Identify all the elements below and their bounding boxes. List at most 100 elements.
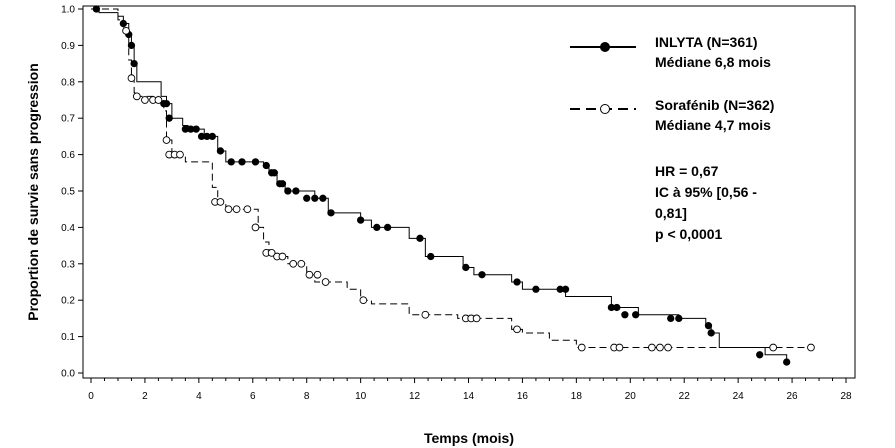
censor-marker — [216, 198, 225, 206]
censor-marker — [278, 180, 287, 188]
legend: INLYTA (N=361) Médiane 6,8 mois Soraféni… — [570, 34, 774, 242]
censor-marker — [704, 322, 713, 330]
censor-marker — [769, 343, 778, 352]
legend-label-sorafenib: Sorafénib (N=362) — [655, 97, 774, 113]
censor-marker — [577, 343, 586, 352]
censor-marker — [232, 205, 241, 214]
censor-marker — [427, 252, 435, 261]
legend-marker-inlyta — [600, 42, 610, 52]
censor-marker — [127, 74, 136, 83]
x-tick-label: 14 — [463, 391, 475, 402]
censor-marker — [667, 314, 675, 323]
censor-marker — [319, 194, 327, 202]
x-tick-label: 16 — [517, 391, 529, 402]
x-tick-label: 2 — [142, 391, 148, 402]
x-tick-label: 26 — [787, 391, 799, 402]
censor-marker — [267, 249, 276, 257]
censor-marker — [162, 99, 171, 108]
censor-marker — [284, 187, 292, 195]
x-tick-label: 4 — [196, 391, 202, 402]
censor-marker — [632, 311, 640, 319]
x-tick-label: 20 — [625, 391, 637, 402]
censor-marker — [238, 158, 246, 166]
censor-marker — [224, 205, 233, 214]
x-axis-title: Temps (mois) — [424, 430, 514, 446]
censor-marker — [783, 358, 791, 366]
legend-sublabel-inlyta: Médiane 6,8 mois — [655, 54, 771, 70]
censor-marker — [192, 125, 200, 133]
y-axis-title: Proportion de survie sans progression — [25, 63, 41, 321]
legend-sublabel-sorafenib: Médiane 4,7 mois — [655, 117, 771, 133]
y-tick-label: 0.2 — [61, 296, 75, 307]
censor-marker — [162, 136, 171, 144]
censor-marker — [208, 132, 216, 141]
series-line-sorafenib — [91, 8, 811, 349]
censor-marker — [130, 59, 138, 68]
censor-marker — [305, 270, 314, 279]
censor-marker — [303, 194, 311, 202]
censor-marker — [122, 26, 130, 35]
censor-marker — [756, 351, 764, 359]
x-tick-label: 12 — [409, 391, 421, 402]
censor-marker — [707, 329, 715, 337]
censor-marker — [154, 96, 163, 104]
x-tick-label: 8 — [304, 391, 310, 402]
censor-marker — [478, 271, 486, 279]
legend-marker-sorafenib — [600, 104, 610, 114]
y-tick-label: 0.5 — [61, 187, 75, 198]
censor-marker — [416, 234, 424, 242]
censor-marker — [251, 223, 260, 232]
censor-marker — [311, 194, 319, 202]
censor-marker — [127, 41, 136, 50]
censor-marker — [656, 343, 664, 352]
x-tick-label: 6 — [250, 391, 256, 402]
confidence-interval-text: IC à 95% [0,56 - — [655, 184, 757, 200]
censor-marker — [243, 205, 252, 214]
censor-marker — [615, 343, 624, 352]
y-tick-label: 0.4 — [61, 223, 75, 234]
censor-marker — [270, 169, 279, 177]
censor-marker — [141, 96, 149, 104]
y-tick-label: 0.8 — [61, 77, 75, 88]
censor-marker — [462, 263, 470, 272]
x-tick-label: 28 — [840, 391, 852, 402]
x-axis-ticks: 0 2 4 6 8 10 12 14 16 18 20 22 24 26 28 — [88, 378, 852, 402]
x-tick-label: 18 — [571, 391, 583, 402]
censor-marker — [321, 278, 330, 286]
censor-marker — [675, 314, 683, 323]
censor-marker — [421, 310, 430, 319]
censor-marker — [278, 252, 287, 261]
censor-marker — [472, 314, 481, 323]
hazard-ratio-text: HR = 0,67 — [655, 163, 719, 179]
censor-marker — [313, 270, 322, 279]
y-tick-label: 0.3 — [61, 259, 75, 270]
censor-marker — [227, 158, 235, 166]
y-tick-label: 0.6 — [61, 150, 75, 161]
censor-marker — [176, 150, 184, 159]
censor-marker — [251, 158, 260, 166]
censor-marker — [513, 325, 521, 334]
y-tick-label: 0.7 — [61, 114, 75, 125]
censor-marker — [165, 114, 173, 122]
y-tick-label: 0.0 — [61, 369, 75, 380]
y-tick-label: 1.0 — [61, 5, 75, 16]
censor-marker — [613, 303, 621, 312]
censor-marker — [513, 278, 521, 286]
censor-marker — [262, 161, 270, 170]
confidence-interval-text-end: 0,81] — [655, 205, 687, 221]
censor-marker — [359, 296, 368, 305]
censor-marker — [373, 223, 381, 232]
censor-marker — [216, 147, 225, 155]
x-tick-label: 10 — [355, 391, 367, 402]
censor-marker — [383, 223, 392, 232]
legend-label-inlyta: INLYTA (N=361) — [655, 34, 758, 50]
y-tick-label: 0.1 — [61, 332, 75, 343]
censor-marker — [356, 216, 365, 224]
series-layer — [91, 5, 815, 366]
censor-marker — [327, 209, 335, 217]
censor-marker — [807, 343, 815, 352]
censor-marker — [297, 259, 306, 268]
censor-marker — [289, 259, 298, 268]
censor-marker — [292, 187, 300, 195]
